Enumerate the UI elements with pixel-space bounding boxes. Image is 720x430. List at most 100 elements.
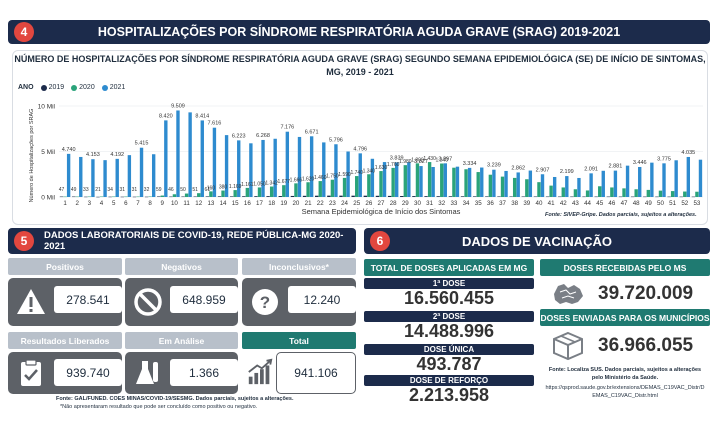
bar-2021-se14 — [224, 135, 229, 197]
srag-chart-card: NÚMERO DE HOSPITALIZAÇÕES POR SÍNDROME R… — [12, 50, 708, 225]
data-label-2021: 2.199 — [560, 169, 574, 175]
x-tick-label: 17 — [256, 200, 263, 207]
vac-source-url-line1: https://qsprod.saude.gov.br/extensions/D… — [545, 385, 705, 391]
bar-2021-se37 — [504, 170, 508, 197]
bar-2020-se40 — [537, 182, 541, 197]
enviadas-value: 36.966.055 — [598, 335, 694, 356]
x-tick-label: 35 — [475, 200, 482, 207]
bar-2020-se50 — [658, 190, 663, 197]
bar-2020-se12 — [197, 193, 201, 197]
data-label-2019: 33 — [83, 187, 89, 193]
bar-2021-se26 — [370, 158, 375, 197]
x-tick-label: 37 — [499, 200, 506, 207]
bar-2019-se15 — [229, 196, 234, 197]
data-label-2020: 1.342 — [265, 181, 278, 187]
bar-2021-se28 — [395, 162, 399, 197]
bar-2019-se32 — [436, 196, 440, 197]
clipboard-check-icon — [21, 359, 41, 386]
bar-2019-se1 — [59, 196, 64, 198]
bar-2019-se49 — [643, 196, 647, 198]
bar-2021-se12 — [200, 120, 204, 197]
bar-2021-se47 — [625, 165, 630, 197]
bar-2021-se34 — [467, 167, 472, 197]
minas-gerais-map-icon — [554, 284, 583, 304]
bar-2020-se51 — [670, 191, 675, 197]
x-tick-label: 48 — [633, 200, 640, 207]
bar-2019-se40 — [533, 196, 538, 198]
bar-2020-se32 — [440, 163, 444, 197]
legend-label-2021: 2021 — [109, 84, 126, 91]
section-number-4: 4 — [14, 22, 34, 42]
bar-2021-se29 — [407, 162, 411, 197]
x-tick-label: 5 — [112, 200, 116, 207]
bar-2020-se11 — [184, 193, 189, 197]
x-tick-label: 44 — [584, 200, 591, 207]
dose1-value: 16.560.455 — [403, 288, 495, 308]
data-label-2020: 1.161 — [241, 182, 254, 188]
x-tick-label: 34 — [463, 200, 470, 207]
data-label-2020: 1.980 — [399, 159, 412, 165]
bar-2019-se50 — [655, 196, 659, 198]
data-label-2021: 6.223 — [232, 133, 246, 139]
x-tick-label: 13 — [207, 200, 214, 207]
x-tick-label: 12 — [195, 200, 202, 207]
bar-2020-se27 — [379, 171, 383, 197]
x-tick-label: 21 — [305, 200, 312, 207]
bar-2021-se8 — [151, 154, 156, 197]
total-card: 941.106 — [276, 352, 356, 394]
data-label-2021: 3.775 — [657, 156, 671, 162]
data-label-2020: 1.620 — [302, 176, 315, 182]
x-tick-label: 6 — [124, 200, 128, 207]
x-tick-label: 41 — [548, 200, 555, 207]
total-value: 941.106 — [279, 359, 353, 386]
x-tick-label: 26 — [365, 200, 372, 207]
bar-2020-se24 — [342, 177, 347, 197]
bar-2019-se53 — [691, 196, 696, 198]
data-label-2020: 160 — [207, 185, 216, 191]
analise-label: Em Análise — [125, 332, 238, 349]
x-tick-label: 18 — [268, 200, 275, 207]
bar-2021-se50 — [662, 163, 666, 197]
bar-2021-se49 — [650, 162, 654, 197]
bar-2021-se30 — [419, 166, 423, 197]
bar-2021-se3 — [91, 159, 95, 197]
x-tick-label: 43 — [572, 200, 579, 207]
bar-2020-se17 — [257, 187, 262, 197]
bar-2020-se10 — [172, 194, 177, 197]
bar-2019-se37 — [497, 196, 501, 197]
bar-2019-se46 — [606, 196, 611, 198]
data-label-2021: 4.192 — [110, 152, 124, 158]
analise-card: 1.366 — [125, 352, 238, 394]
bar-2020-se9 — [160, 195, 164, 197]
bar-2019-se27 — [375, 195, 380, 197]
data-label-2020: 1.050 — [253, 181, 266, 187]
bar-2021-se15 — [237, 140, 241, 197]
negativos-value: 648.959 — [170, 286, 238, 313]
warning-icon — [17, 289, 45, 314]
bar-2021-se42 — [565, 176, 569, 197]
bar-2019-se4 — [96, 196, 100, 198]
x-tick-label: 53 — [693, 200, 700, 207]
prohibited-icon — [134, 288, 162, 316]
bar-2019-se33 — [448, 196, 453, 197]
bar-2020-se48 — [634, 189, 638, 197]
data-label-2019: 46 — [168, 187, 174, 193]
liberados-label: Resultados Liberados — [8, 332, 122, 349]
vaccination-header: 6 DADOS DE VACINAÇÃO — [364, 228, 710, 254]
bar-2019-se11 — [181, 196, 185, 198]
bar-2020-se42 — [561, 187, 565, 197]
negativos-card: 648.959 — [125, 278, 238, 326]
data-label-2020: 1.590 — [338, 172, 351, 178]
bar-2020-se29 — [403, 165, 407, 197]
data-label-2020: 1.430 — [423, 156, 436, 162]
x-tick-label: 33 — [450, 200, 457, 207]
x-tick-label: 10 — [171, 200, 178, 207]
bar-2019-se14 — [217, 196, 222, 197]
bar-2019-se18 — [266, 196, 270, 197]
data-label-2020: 1.666 — [290, 177, 303, 183]
data-label-2019: 59 — [156, 187, 162, 193]
data-label-2021: 2.862 — [511, 165, 525, 171]
bar-2019-se45 — [594, 196, 598, 198]
bar-2019-se8 — [144, 196, 149, 198]
x-tick-label: 51 — [669, 200, 676, 207]
